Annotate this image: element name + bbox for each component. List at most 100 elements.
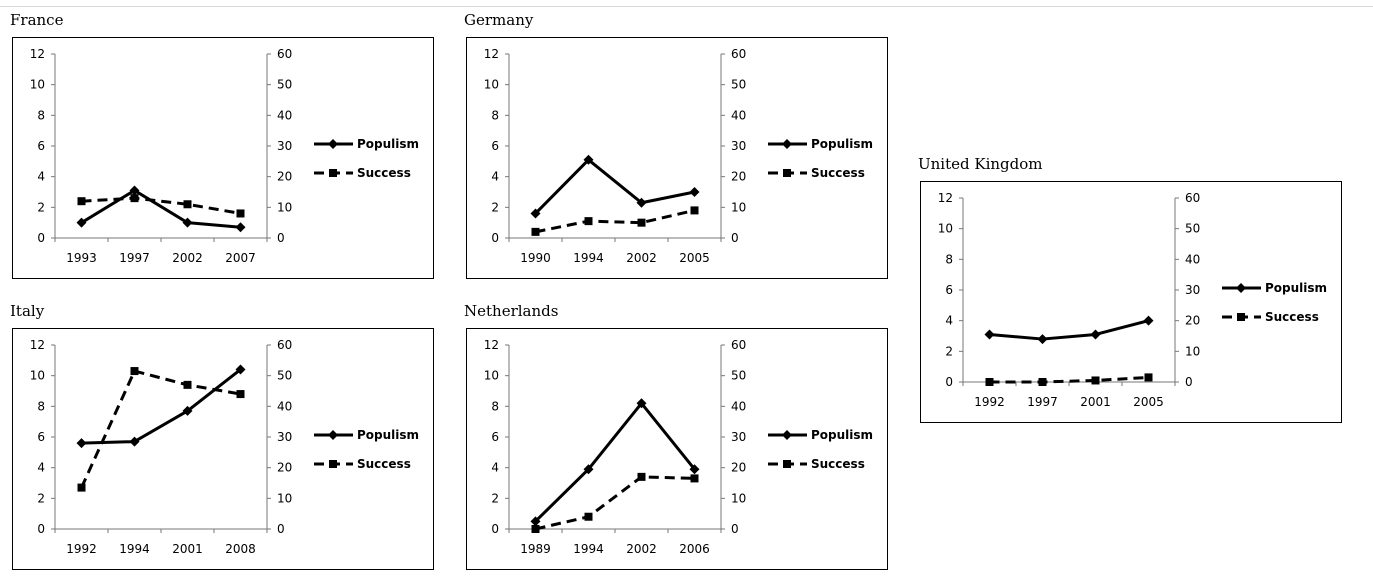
y-right-tick-label: 10	[277, 200, 292, 214]
y-left-tick-label: 4	[945, 314, 953, 328]
y-right-tick-label: 10	[277, 491, 292, 505]
series-line-populism	[534, 401, 696, 523]
data-point-success	[77, 483, 86, 492]
y-left-tick-label: 12	[484, 47, 499, 61]
y-left-tick-label: 0	[491, 522, 499, 536]
top-divider	[0, 6, 1373, 7]
data-point-success	[130, 194, 139, 203]
y-left-tick-label: 8	[945, 252, 953, 266]
y-right-tick-label: 30	[731, 430, 746, 444]
x-tick-label: 1989	[520, 542, 551, 556]
data-point-populism	[235, 222, 246, 233]
legend-label-populism: Populism	[811, 137, 873, 151]
x-tick-label: 1990	[520, 251, 551, 265]
chart-svg: 0 2 4 6 8 10 12 0 10 20 30 40 50 60 1989 1994 2002 2006 Po…	[484, 338, 873, 556]
legend-label-populism: Populism	[357, 137, 419, 151]
y-left-tick-label: 12	[938, 191, 953, 205]
data-point-populism	[1090, 329, 1101, 340]
legend-marker-populism	[1236, 283, 1246, 293]
y-right-tick-label: 30	[277, 430, 292, 444]
data-point-populism	[530, 516, 541, 527]
chart-frame: 0 2 4 6 8 10 12 0 10 20 30 40 50 60 1990 1994 2002 2005 Po…	[466, 37, 888, 279]
data-point-success	[637, 218, 646, 227]
y-right-tick-label: 40	[277, 399, 292, 413]
y-right-tick-label: 50	[731, 369, 746, 383]
data-point-populism	[129, 185, 140, 196]
y-left-tick-label: 10	[30, 78, 45, 92]
series-line-populism	[81, 368, 242, 445]
data-point-populism	[182, 405, 193, 416]
data-point-success	[183, 380, 192, 389]
data-point-populism	[984, 329, 995, 340]
x-tick-label: 1997	[1027, 395, 1058, 409]
data-point-populism	[689, 187, 700, 197]
data-point-populism	[530, 208, 541, 219]
data-point-populism	[689, 464, 700, 475]
legend-marker-populism	[782, 139, 792, 149]
y-right-tick-label: 30	[277, 139, 292, 153]
y-right-tick-label: 60	[731, 47, 746, 61]
x-tick-label: 1992	[974, 395, 1005, 409]
series-line-success	[535, 475, 695, 531]
y-right-tick-label: 50	[277, 369, 292, 383]
data-point-success	[1091, 376, 1100, 385]
data-point-success	[1144, 373, 1153, 382]
x-tick-label: 2002	[626, 542, 657, 556]
x-tick-label: 1994	[119, 542, 150, 556]
x-tick-label: 2008	[225, 542, 256, 556]
y-right-tick-label: 50	[731, 78, 746, 92]
y-left-tick-label: 2	[491, 200, 499, 214]
x-tick-label: 1993	[66, 251, 97, 265]
x-tick-label: 1992	[66, 542, 97, 556]
y-left-tick-label: 6	[37, 430, 45, 444]
y-left-tick-label: 8	[491, 108, 499, 122]
data-point-success	[637, 472, 646, 481]
series-line-populism	[534, 158, 695, 215]
y-left-tick-label: 0	[37, 522, 45, 536]
x-tick-label: 2002	[172, 251, 203, 265]
legend-label-success: Success	[811, 457, 865, 471]
data-point-success	[985, 378, 994, 386]
chart-title: Italy	[10, 302, 45, 320]
y-left-tick-label: 4	[491, 461, 499, 475]
legend-marker-success	[329, 169, 337, 177]
x-tick-label: 2001	[1080, 395, 1111, 409]
x-tick-label: 1994	[573, 542, 604, 556]
x-tick-label: 2006	[679, 542, 710, 556]
data-point-populism	[1143, 315, 1154, 326]
y-right-tick-label: 10	[731, 491, 746, 505]
legend-label-success: Success	[357, 166, 411, 180]
legend-marker-populism	[328, 139, 338, 149]
legend-label-populism: Populism	[811, 428, 873, 442]
data-point-populism	[129, 436, 140, 447]
y-right-tick-label: 60	[277, 47, 292, 61]
y-right-tick-label: 20	[731, 170, 746, 184]
data-point-success	[531, 227, 540, 236]
data-point-success	[1038, 378, 1047, 386]
chart-svg: 0 2 4 6 8 10 12 0 10 20 30 40 50 60 1992 1997 2001 2005 Po…	[938, 191, 1327, 409]
series-line-populism	[989, 319, 1149, 341]
x-tick-label: 2007	[225, 251, 256, 265]
chart-title: United Kingdom	[918, 155, 1043, 173]
y-right-tick-label: 60	[731, 338, 746, 352]
series-line-success	[80, 369, 241, 489]
y-left-tick-label: 6	[37, 139, 45, 153]
data-point-success	[690, 206, 699, 215]
chart-frame: 0 2 4 6 8 10 12 0 10 20 30 40 50 60 1993 1997 2002 2007 Po…	[12, 37, 434, 279]
x-tick-label: 2001	[172, 542, 203, 556]
y-right-tick-label: 20	[277, 461, 292, 475]
legend-marker-success	[1237, 313, 1245, 321]
legend-marker-success	[329, 460, 337, 468]
data-point-populism	[76, 438, 87, 449]
y-left-tick-label: 8	[491, 399, 499, 413]
y-right-tick-label: 60	[1185, 191, 1200, 205]
y-left-tick-label: 12	[30, 47, 45, 61]
y-left-tick-label: 4	[37, 461, 45, 475]
y-right-tick-label: 40	[1185, 252, 1200, 266]
data-point-success	[690, 474, 699, 483]
y-left-tick-label: 0	[491, 231, 499, 245]
y-right-tick-label: 0	[1185, 375, 1193, 389]
y-left-tick-label: 0	[37, 231, 45, 245]
y-right-tick-label: 0	[731, 522, 739, 536]
legend-marker-populism	[328, 430, 338, 440]
